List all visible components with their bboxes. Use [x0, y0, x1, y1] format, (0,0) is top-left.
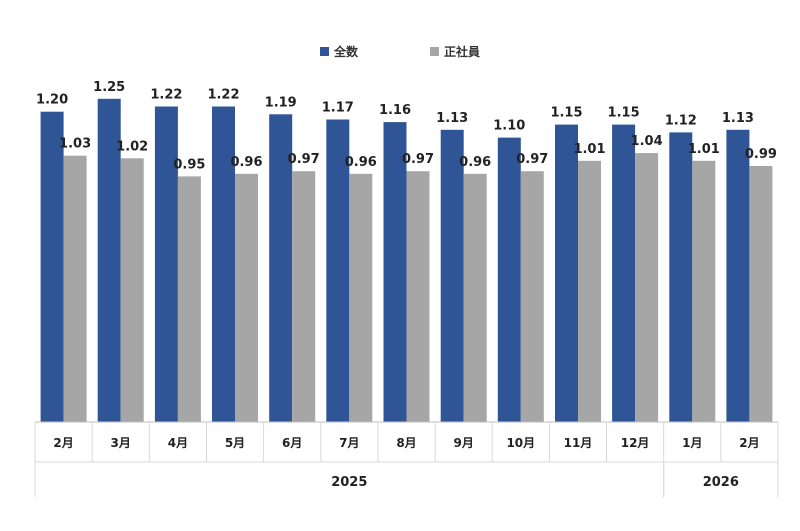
- bar-fulltime-5: [349, 173, 373, 422]
- x-tick-label-5: 7月: [339, 436, 359, 450]
- value-label-total-4: 1.19: [265, 95, 297, 110]
- value-label-fulltime-0: 1.03: [59, 137, 91, 152]
- x-tick-label-7: 9月: [454, 436, 474, 450]
- value-label-total-0: 1.20: [36, 93, 68, 108]
- bar-fulltime-3: [235, 173, 258, 422]
- x-tick-label-4: 6月: [282, 436, 302, 450]
- bar-fulltime-0: [63, 155, 87, 422]
- bar-total-8: [497, 137, 521, 422]
- legend-swatch-fulltime: [430, 47, 439, 56]
- value-label-total-11: 1.12: [665, 113, 697, 128]
- x-tick-label-11: 1月: [682, 436, 702, 450]
- value-label-total-1: 1.25: [93, 80, 125, 95]
- value-label-total-3: 1.22: [207, 88, 239, 103]
- bars-layer: [40, 98, 773, 423]
- value-label-total-5: 1.17: [322, 101, 354, 116]
- value-label-fulltime-12: 0.99: [745, 147, 777, 162]
- bar-total-1: [97, 98, 121, 423]
- value-label-total-6: 1.16: [379, 103, 411, 118]
- value-label-fulltime-6: 0.97: [402, 152, 434, 167]
- value-label-fulltime-4: 0.97: [288, 152, 320, 167]
- bar-total-0: [40, 111, 64, 422]
- bar-fulltime-6: [406, 171, 430, 422]
- x-tick-label-0: 2月: [53, 436, 73, 450]
- value-label-fulltime-10: 1.04: [631, 134, 663, 149]
- bar-total-10: [612, 124, 636, 422]
- bar-fulltime-10: [635, 153, 659, 422]
- x-tick-label-8: 10月: [506, 436, 535, 450]
- legend: 全数 正社員: [320, 44, 480, 59]
- value-label-total-2: 1.22: [150, 88, 182, 103]
- x-tick-label-12: 2月: [739, 436, 759, 450]
- value-label-fulltime-8: 0.97: [516, 152, 548, 167]
- legend-swatch-total: [320, 47, 329, 56]
- bar-total-11: [669, 132, 693, 422]
- value-label-total-7: 1.13: [436, 111, 468, 126]
- value-label-fulltime-1: 1.02: [116, 139, 148, 154]
- x-tick-label-2: 4月: [168, 436, 188, 450]
- bar-total-4: [269, 114, 293, 423]
- bar-total-3: [212, 106, 235, 422]
- value-label-fulltime-2: 0.95: [173, 157, 205, 172]
- bar-fulltime-4: [292, 171, 316, 422]
- x-tick-label-10: 12月: [621, 436, 650, 450]
- bar-fulltime-12: [749, 166, 773, 422]
- value-label-fulltime-5: 0.96: [345, 155, 377, 170]
- x-tick-label-1: 3月: [111, 436, 131, 450]
- bar-total-7: [440, 129, 464, 423]
- value-label-fulltime-11: 1.01: [688, 142, 720, 157]
- value-label-fulltime-3: 0.96: [230, 155, 262, 170]
- x-tick-label-6: 8月: [396, 436, 416, 450]
- year-group-label-0: 2025: [331, 475, 367, 490]
- bar-fulltime-9: [578, 160, 601, 423]
- value-label-total-10: 1.15: [608, 106, 640, 121]
- bar-fulltime-8: [520, 171, 544, 422]
- bar-total-6: [383, 122, 407, 422]
- bar-total-2: [154, 106, 178, 422]
- value-label-total-12: 1.13: [722, 111, 754, 126]
- legend-label-total: 全数: [333, 44, 359, 59]
- bar-fulltime-1: [120, 158, 144, 423]
- bar-total-5: [326, 119, 350, 422]
- x-tick-label-3: 5月: [225, 436, 245, 450]
- value-label-fulltime-9: 1.01: [573, 142, 605, 157]
- bar-total-9: [555, 124, 578, 422]
- bar-fulltime-7: [463, 173, 487, 422]
- year-group-label-1: 2026: [703, 475, 739, 490]
- value-label-total-9: 1.15: [550, 106, 582, 121]
- bar-fulltime-2: [177, 176, 201, 422]
- x-axis: 2月 3月 4月 5月 6月 7月 8月 9月 10月 11月 12月 1月 2月 2025 2026: [34, 421, 779, 497]
- bar-fulltime-11: [692, 160, 716, 423]
- value-label-fulltime-7: 0.96: [459, 155, 491, 170]
- x-tick-label-9: 11月: [564, 436, 593, 450]
- bar-total-12: [726, 129, 750, 423]
- value-label-total-8: 1.10: [493, 119, 525, 134]
- legend-label-fulltime: 正社員: [444, 44, 480, 59]
- value-labels-layer: 1.20 1.03 1.25 1.02 1.22 0.95 1.22 0.96 1.19 0.97…: [36, 80, 777, 173]
